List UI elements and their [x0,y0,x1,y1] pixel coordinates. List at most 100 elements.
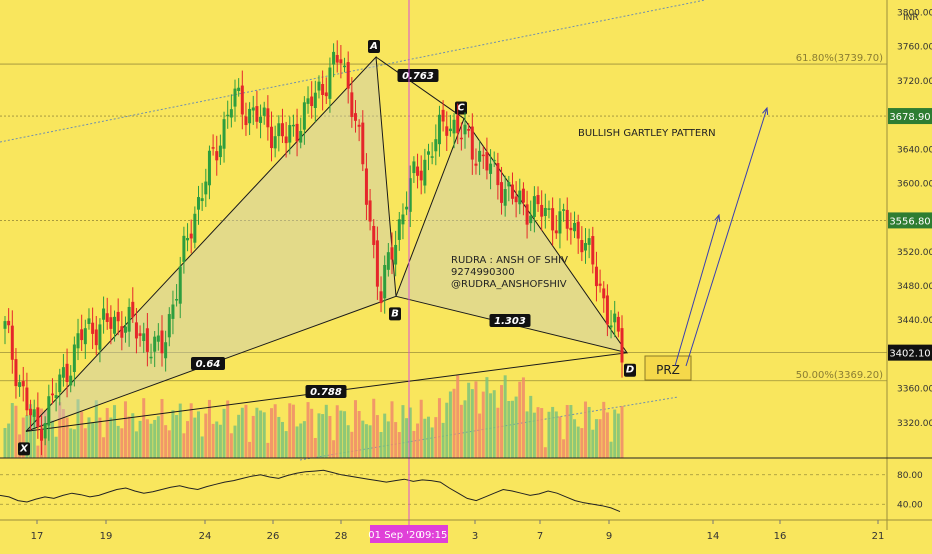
volume-bar [160,398,164,458]
volume-bar [131,413,135,458]
volume-bar [474,381,478,458]
volume-bar [372,398,376,458]
candle-body [32,409,36,417]
price-badge [888,212,932,229]
candle-body [452,119,456,134]
volume-bar [255,407,259,458]
volume-bar [215,421,219,458]
candle-body [609,325,613,328]
volume-bar [280,421,284,458]
volume-bar [72,429,76,458]
ratio-badge [397,69,439,82]
volume-bar [529,395,533,458]
candlesticks [3,40,624,456]
volume-bar [273,404,277,458]
candle-body [273,136,277,149]
volume-bar [193,417,197,458]
volume-bar [518,381,522,458]
volume-bar [430,427,434,458]
candle-body [372,225,376,245]
volume-bar [521,377,525,458]
candle-body [481,154,485,157]
volume-bar [485,377,489,458]
volume-bar [353,400,357,458]
candle-body [441,109,445,122]
volume-bar [467,382,471,458]
prz-box [644,355,692,381]
candle-body [69,375,73,386]
price-badge [888,108,932,125]
volume-bar [339,410,343,458]
volume-bar [36,445,40,458]
candle-body [259,116,263,123]
volume-bar [583,401,587,458]
volume-bar [189,403,193,458]
volume-bar [602,401,606,458]
volume-bar [587,406,591,458]
volume-bar [204,413,208,458]
ratio-label: 1.303 [494,316,526,327]
volume-bar [434,417,438,458]
candle-body [408,178,412,212]
volume-bar [532,412,536,458]
candle-body [153,336,157,352]
volume-bar [284,431,288,458]
candle-body [529,215,533,224]
volume-bar [445,402,449,458]
candle-body [65,363,69,382]
volume-bar [551,406,555,458]
volume-bar [196,411,200,458]
volume-bar [613,409,617,458]
volume-bar [580,428,584,458]
volume-bars [3,375,624,458]
ratio-badge [489,314,531,327]
candle-body [105,313,109,322]
volume-bar [211,423,215,458]
volume-bar [496,407,500,458]
candle-body [405,206,409,210]
volume-bar [167,430,171,458]
candle-body [540,204,544,217]
gartley-pattern: X A B C D 0.763 0.64 1.303 0.788 [18,39,636,456]
candle-body [565,209,569,229]
candle-body [397,219,401,240]
volume-bar [207,399,211,458]
y-tick-label: 3520.00 [897,248,932,258]
candle-body [248,108,252,124]
candle-body [427,151,431,155]
volume-bar [405,418,409,458]
candle-body [229,109,233,118]
volume-bar [32,411,36,458]
candle-body [215,151,219,161]
candle-body [218,145,222,158]
candle-body [514,196,518,203]
candle-body [204,181,208,195]
candle-body [237,87,241,91]
candle-body [478,150,482,162]
candle-body [233,88,237,107]
candle-body [583,243,587,251]
candle-body [113,316,117,334]
candle-body [3,321,7,329]
volume-bar [390,401,394,458]
volume-bar [302,421,306,458]
volume-bar [408,407,412,458]
candle-body [142,333,146,342]
candle-body [284,136,288,144]
candle-body [251,107,255,111]
volume-bar [3,428,7,458]
candle-body [94,329,98,346]
pattern-point-label: C [457,103,465,114]
candle-body [332,51,336,65]
volume-bar [448,391,452,458]
volume-bar [145,419,149,458]
candle-body [160,330,164,354]
volume-bar [397,432,401,458]
candle-body [448,128,452,132]
volume-bar [237,414,241,458]
volume-bar [317,413,321,458]
volume-bar [295,426,299,458]
candle-body [14,359,18,387]
candle-body [266,108,270,128]
